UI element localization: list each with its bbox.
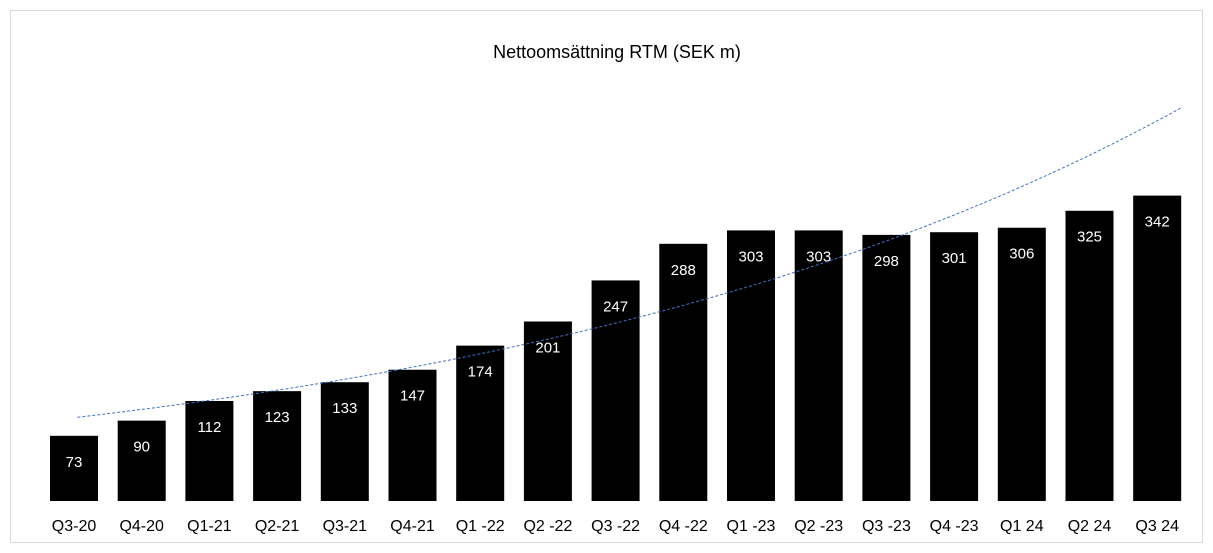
value-label: 298 — [874, 253, 899, 270]
bar — [930, 232, 979, 501]
value-label: 342 — [1145, 214, 1170, 231]
x-tick-label: Q2 -23 — [794, 518, 843, 535]
x-tick-label: Q1 24 — [1000, 518, 1044, 535]
x-tick-label: Q4-21 — [390, 518, 435, 535]
x-tick-label: Q1 -23 — [727, 518, 776, 535]
chart-border — [10, 10, 1203, 543]
x-tick-label: Q3-21 — [323, 518, 368, 535]
value-label: 123 — [265, 409, 290, 426]
value-label: 325 — [1077, 229, 1102, 246]
bar — [591, 280, 640, 501]
bar — [523, 321, 572, 501]
bar — [1133, 195, 1182, 501]
x-tick-label: Q1 -22 — [456, 518, 505, 535]
x-tick-label: Q1-21 — [187, 518, 232, 535]
value-label: 112 — [197, 419, 221, 436]
bar — [117, 420, 166, 501]
bar — [1065, 210, 1114, 501]
bar — [659, 243, 708, 502]
bar — [50, 435, 98, 501]
x-tick-label: Q2 -22 — [523, 518, 572, 535]
value-label: 301 — [942, 250, 967, 267]
value-label: 303 — [738, 248, 763, 265]
chart-title: Nettoomsättning RTM (SEK m) — [493, 42, 741, 62]
value-label: 133 — [332, 400, 357, 417]
value-label: 201 — [535, 339, 560, 356]
x-tick-label: Q3 24 — [1135, 518, 1179, 535]
value-label: 147 — [400, 388, 425, 405]
x-tick-label: Q2-21 — [255, 518, 300, 535]
x-tick-label: Q2 24 — [1068, 518, 1112, 535]
bar — [185, 400, 234, 501]
value-label: 90 — [133, 439, 150, 456]
value-label: 174 — [468, 364, 493, 381]
x-tick-label: Q4-20 — [119, 518, 164, 535]
x-tick-label: Q4 -22 — [659, 518, 708, 535]
value-label: 247 — [603, 298, 628, 315]
value-label: 303 — [806, 248, 831, 265]
bar — [320, 382, 369, 501]
value-label: 288 — [671, 262, 696, 279]
x-tick-label: Q4 -23 — [930, 518, 979, 535]
x-tick-label: Q3 -23 — [862, 518, 911, 535]
bar — [253, 391, 302, 501]
value-label: 73 — [66, 454, 83, 471]
bar — [794, 230, 843, 501]
x-tick-label: Q3 -22 — [591, 518, 640, 535]
x-tick-label: Q3-20 — [52, 518, 97, 535]
bar — [456, 345, 505, 501]
bar — [388, 369, 437, 501]
bar — [727, 230, 775, 501]
bar — [997, 227, 1046, 501]
bar — [862, 234, 911, 502]
value-label: 306 — [1009, 246, 1034, 263]
trendline — [77, 107, 1182, 418]
